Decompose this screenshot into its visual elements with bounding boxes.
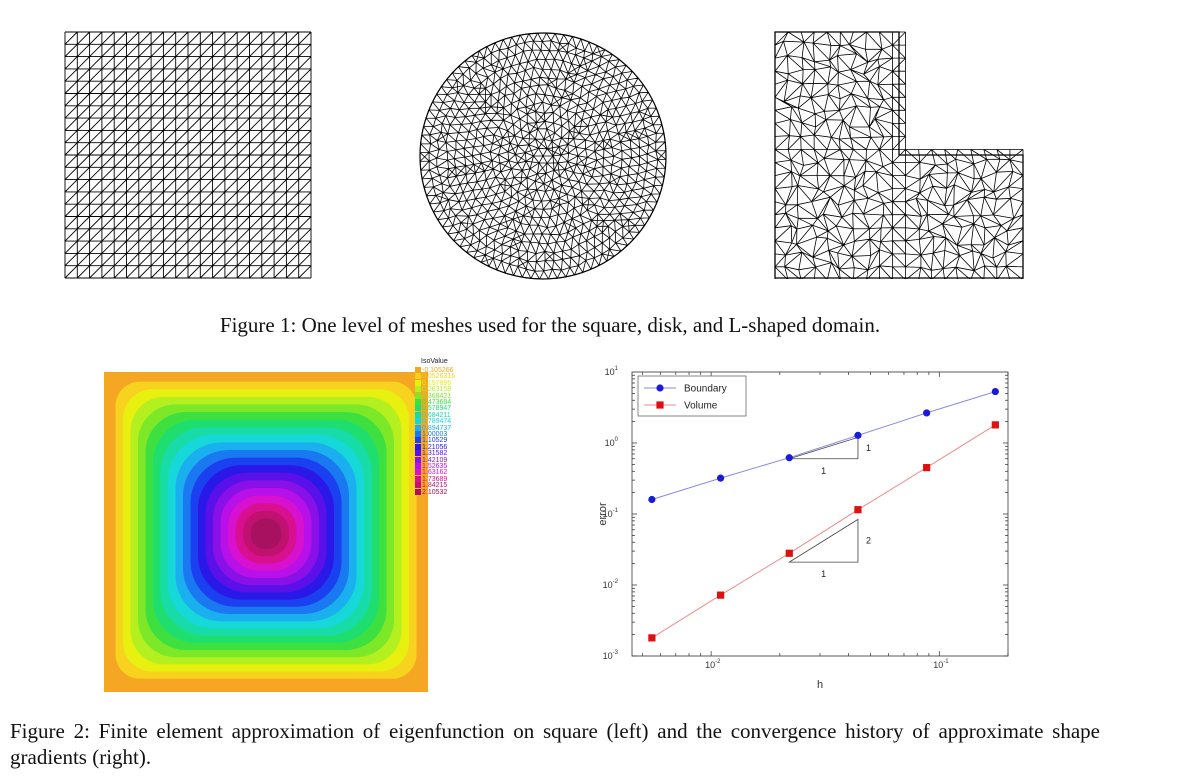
isovalue-swatch [415, 469, 421, 476]
data-point [991, 421, 999, 429]
isovalue-label: 0.473684 [422, 399, 452, 406]
data-point [854, 431, 862, 439]
slope-run-label: 1 [821, 569, 826, 579]
y-tick-label: 10-1 [603, 508, 619, 519]
slope-run-label: 1 [821, 466, 826, 476]
convergence-chart: 10-3 10-2 10-1 100 101 10-2 10-1 h error 1 1 2 1 Boun… [597, 366, 1009, 691]
data-point [716, 474, 725, 482]
legend-label: Volume [684, 401, 718, 412]
isovalue-label: 1.52635 [422, 463, 448, 470]
isovalue-label: 1.63162 [422, 469, 448, 477]
square-mesh [64, 31, 312, 279]
isovalue-swatch [415, 424, 421, 431]
isovalue-swatch [415, 367, 421, 373]
isovalue-swatch [415, 450, 421, 457]
isovalue-label: 1.10529 [422, 437, 448, 445]
data-point [923, 464, 931, 472]
y-tick-label: 10-2 [603, 579, 619, 590]
isovalue-legend: IsoValue -0.105266 0.0526316 0.157895 0.263… [415, 358, 475, 498]
data-point [716, 591, 725, 599]
data-point [785, 454, 793, 462]
y-tick-label: 10-3 [603, 650, 619, 661]
figure-1-caption: Figure 1: One level of meshes used for t… [219, 313, 881, 337]
data-point [785, 549, 793, 557]
isovalue-label: 0.894737 [422, 424, 452, 432]
isovalue-label: 1.84215 [422, 482, 448, 490]
y-tick-label: 100 [605, 437, 619, 448]
x-axis-label: h [817, 679, 823, 691]
isovalue-label: 1.31582 [422, 450, 448, 458]
isovalue-swatch [415, 373, 421, 380]
isovalue-swatch [415, 418, 421, 425]
x-tick-label: 10-2 [705, 659, 721, 670]
isovalue-swatch [415, 463, 421, 469]
slope-rise-label: 2 [866, 536, 871, 546]
isovalue-swatch [415, 443, 421, 450]
isovalue-swatch [415, 488, 421, 495]
isovalue-swatch [415, 392, 421, 399]
isovalue-label: 0.789474 [422, 418, 452, 426]
series-line-boundary [651, 391, 996, 500]
isovalue-label: 0.0526316 [422, 373, 456, 381]
y-tick-label: 101 [605, 366, 619, 377]
slope-triangle [789, 436, 859, 460]
l-shaped-mesh [774, 31, 1024, 279]
legend-label: Boundary [684, 384, 727, 395]
isovalue-label: 0.368421 [422, 392, 452, 400]
isovalue-swatch [415, 456, 421, 463]
isovalue-label: 1.21056 [422, 443, 448, 451]
data-point [923, 409, 931, 417]
isovalue-label: 0.684211 [422, 411, 451, 419]
isovalue-label: 1.00003 [422, 431, 448, 438]
data-point [991, 387, 999, 396]
y-axis-label: error [597, 502, 609, 526]
isovalue-label: -0.105266 [422, 367, 454, 374]
isovalue-label: 0.157895 [422, 379, 452, 387]
chart-legend: Boundary Volume [637, 375, 747, 417]
isovalue-label: 0.263158 [422, 386, 452, 394]
isovalue-swatch [415, 386, 421, 393]
isovalue-swatch [415, 431, 421, 437]
isovalue-swatch [415, 437, 421, 444]
slope-rise-label: 1 [866, 443, 871, 453]
series-line-volume [651, 424, 996, 639]
isovalue-swatch [415, 475, 421, 482]
figure-2-caption: Figure 2: Finite element approximation o… [10, 719, 1100, 769]
isovalue-swatch [415, 379, 421, 386]
disk-mesh [419, 32, 667, 280]
isovalue-swatch [415, 411, 421, 418]
eigenfunction-contour-plot [104, 372, 428, 692]
isovalue-swatch [415, 482, 421, 489]
isovalue-label: 2.10532 [422, 488, 448, 496]
data-point [648, 634, 656, 642]
x-tick-label: 10-1 [933, 659, 949, 670]
isovalue-label: 1.73689 [422, 475, 448, 483]
isovalue-swatch [415, 405, 421, 412]
data-point [648, 495, 656, 504]
data-point [854, 506, 862, 514]
isovalue-label: 1.42109 [422, 456, 448, 464]
isovalue-title: IsoValue [421, 358, 448, 365]
slope-triangle [787, 518, 859, 563]
contour-level-19 [250, 518, 282, 550]
isovalue-label: 0.578947 [422, 405, 452, 413]
isovalue-swatch [415, 399, 421, 405]
